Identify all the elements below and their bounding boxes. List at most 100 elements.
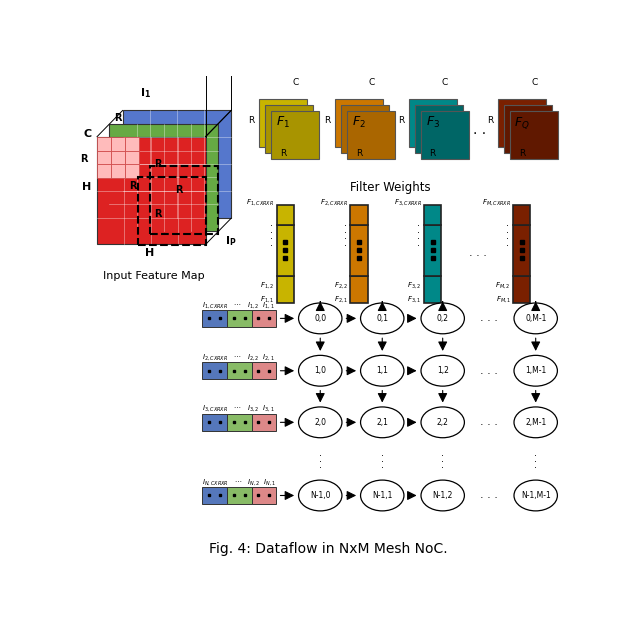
Ellipse shape xyxy=(360,407,404,438)
Text: .: . xyxy=(381,447,384,458)
Text: 0,M-1: 0,M-1 xyxy=(525,314,547,323)
Bar xyxy=(109,124,218,231)
Ellipse shape xyxy=(421,407,465,438)
Bar xyxy=(252,414,276,431)
Text: .: . xyxy=(441,460,444,470)
Bar xyxy=(277,205,294,225)
Bar xyxy=(498,99,546,147)
Text: . . .: . . . xyxy=(480,366,498,376)
Ellipse shape xyxy=(514,407,557,438)
Text: $F_2$: $F_2$ xyxy=(352,115,366,130)
Bar xyxy=(424,276,441,303)
Text: .: . xyxy=(270,238,273,248)
Text: 2,2: 2,2 xyxy=(436,418,449,427)
Text: .: . xyxy=(319,454,322,464)
Text: H: H xyxy=(81,183,91,193)
Text: $F_{M,CXRXR}$: $F_{M,CXRXR}$ xyxy=(482,197,511,207)
Text: R: R xyxy=(114,113,122,123)
Text: .: . xyxy=(506,224,509,234)
Bar xyxy=(504,105,552,153)
Text: $F_{2,2}$: $F_{2,2}$ xyxy=(334,280,348,290)
Ellipse shape xyxy=(514,480,557,511)
Text: C: C xyxy=(292,78,299,87)
Bar xyxy=(227,310,252,327)
Bar xyxy=(138,178,206,245)
Bar xyxy=(150,166,218,234)
Bar xyxy=(202,362,227,379)
Bar xyxy=(111,150,125,164)
Text: .: . xyxy=(270,217,273,228)
Text: R: R xyxy=(248,116,255,125)
Text: . . .: . . . xyxy=(480,417,498,427)
Bar xyxy=(424,205,441,225)
Ellipse shape xyxy=(421,303,465,334)
Bar xyxy=(227,487,252,504)
Bar xyxy=(125,137,139,150)
Ellipse shape xyxy=(514,355,557,386)
Bar xyxy=(202,310,227,327)
Bar xyxy=(111,164,125,178)
Bar xyxy=(123,111,231,218)
Bar xyxy=(97,150,111,164)
Text: $I_{1,CXRXR}$   $\cdots$   $I_{1,2}$  $I_{1,1}$: $I_{1,CXRXR}$ $\cdots$ $I_{1,2}$ $I_{1,1… xyxy=(202,300,275,310)
Text: .: . xyxy=(344,238,347,248)
Bar xyxy=(97,137,205,245)
Text: $I_{2,CXRXR}$   $\cdots$   $I_{2,2}$  $I_{2,1}$: $I_{2,CXRXR}$ $\cdots$ $I_{2,2}$ $I_{2,1… xyxy=(202,352,275,362)
Bar xyxy=(424,225,441,276)
Text: R: R xyxy=(397,116,404,125)
Text: .: . xyxy=(506,217,509,228)
Text: .: . xyxy=(319,447,322,458)
Ellipse shape xyxy=(360,355,404,386)
Text: R: R xyxy=(154,159,161,169)
Text: .: . xyxy=(417,224,420,234)
Text: $F_1$: $F_1$ xyxy=(276,115,290,130)
Text: $F_{M,2}$: $F_{M,2}$ xyxy=(495,280,511,290)
Text: 2,0: 2,0 xyxy=(314,418,326,427)
Bar xyxy=(335,99,383,147)
Bar xyxy=(227,414,252,431)
Text: $F_{2,CXRXR}$: $F_{2,CXRXR}$ xyxy=(320,197,348,207)
Bar xyxy=(252,487,276,504)
Text: 1,0: 1,0 xyxy=(314,367,326,375)
Text: .: . xyxy=(534,447,537,458)
Text: 2,M-1: 2,M-1 xyxy=(525,418,547,427)
Bar xyxy=(111,137,125,150)
Text: 1,1: 1,1 xyxy=(376,367,388,375)
Text: .: . xyxy=(319,460,322,470)
Bar xyxy=(125,164,139,178)
Bar xyxy=(277,225,294,276)
Text: N-1,2: N-1,2 xyxy=(433,491,453,500)
Text: . .: . . xyxy=(472,123,486,137)
Bar xyxy=(125,150,139,164)
Text: . . .: . . . xyxy=(480,313,498,324)
Bar xyxy=(252,362,276,379)
Text: $I_{3,CXRXR}$   $\cdots$   $I_{3,2}$  $I_{3,1}$: $I_{3,CXRXR}$ $\cdots$ $I_{3,2}$ $I_{3,1… xyxy=(202,403,275,413)
Bar xyxy=(277,276,294,303)
Bar xyxy=(513,205,531,225)
Bar xyxy=(408,99,457,147)
Text: 0,0: 0,0 xyxy=(314,314,326,323)
Text: C: C xyxy=(531,78,537,87)
Ellipse shape xyxy=(360,303,404,334)
Text: $F_3$: $F_3$ xyxy=(426,115,440,130)
Text: N-1,M-1: N-1,M-1 xyxy=(521,491,550,500)
Text: C: C xyxy=(84,128,92,138)
Text: $F_{1,1}$: $F_{1,1}$ xyxy=(260,294,275,304)
Text: C: C xyxy=(442,78,448,87)
Bar xyxy=(513,276,531,303)
Ellipse shape xyxy=(298,355,342,386)
Text: R: R xyxy=(324,116,330,125)
Bar xyxy=(351,276,367,303)
Bar xyxy=(415,105,463,153)
Text: R: R xyxy=(80,154,88,164)
Ellipse shape xyxy=(421,480,465,511)
Ellipse shape xyxy=(298,303,342,334)
Bar xyxy=(259,99,307,147)
Bar xyxy=(202,487,227,504)
Bar xyxy=(202,414,227,431)
Text: $F_{M,1}$: $F_{M,1}$ xyxy=(495,294,511,304)
Text: Filter Weights: Filter Weights xyxy=(349,181,430,194)
Text: R: R xyxy=(356,149,362,158)
Text: $F_{1,CXRXR}$: $F_{1,CXRXR}$ xyxy=(246,197,275,207)
Text: .: . xyxy=(381,460,384,470)
